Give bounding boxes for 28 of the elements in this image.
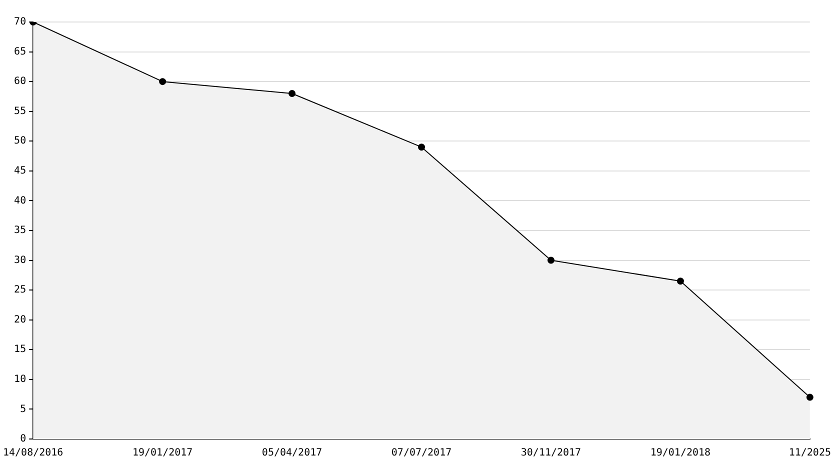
y-tick-label: 70 [14,16,26,28]
y-tick-label: 55 [14,106,26,117]
y-tick-label: 35 [14,225,26,236]
y-tick-label: 25 [14,284,26,296]
y-tick-label: 0 [20,434,26,445]
y-tick-label: 50 [14,136,26,147]
point [547,256,554,264]
point [676,278,684,285]
x-tick-label: 19/01/2017 [132,448,193,459]
y-tick-label: 10 [14,374,26,386]
point [418,144,426,151]
y-tick-label: 15 [14,344,26,356]
x-tick-label: 11/2025 [788,448,832,459]
y-tick-label: 30 [14,254,26,266]
x-tick-label: 07/07/2017 [391,448,452,459]
y-tick-label: 20 [14,314,26,326]
point [806,394,814,401]
point [288,90,296,97]
x-tick-label: 14/08/2016 [2,448,64,459]
y-tick-label: 40 [14,195,26,206]
x-tick-label: 30/11/2017 [520,448,582,459]
point [159,78,166,86]
y-tick-label: 45 [14,166,26,177]
x-tick-label: 19/01/2018 [650,448,711,459]
y-tick-label: 65 [14,46,26,58]
y-tick-label: 5 [20,404,26,415]
x-tick-label: 05/04/2017 [262,448,322,459]
y-tick-label: 60 [14,76,26,88]
